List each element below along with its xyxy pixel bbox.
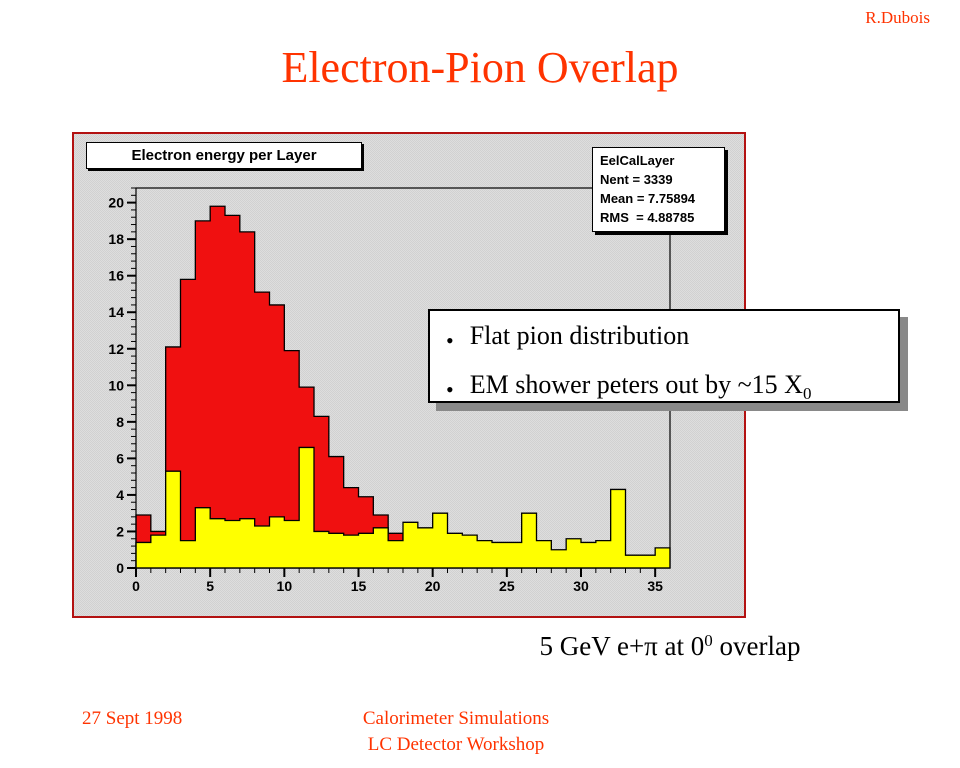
x-tick-label: 15 (351, 578, 367, 594)
callout-item: • EM shower peters out by ~15 X0 (430, 365, 898, 414)
x-tick-label: 0 (132, 578, 140, 594)
callout-text: EM shower peters out by ~15 X0 (469, 370, 812, 403)
y-tick-label: 0 (116, 560, 124, 576)
y-axis: 0 2 4 6 8 10 12 14 16 18 20 (108, 187, 136, 576)
overlap-caption: 5 GeV e+π at 00 overlap (539, 631, 801, 661)
callout-box: • Flat pion distribution • EM shower pet… (428, 309, 900, 403)
stats-rms: RMS = 4.88785 (600, 210, 695, 225)
y-tick-label: 16 (108, 268, 124, 284)
footer-date: 27 Sept 1998 (82, 708, 183, 729)
stats-box: EelCalLayer Nent = 3339 Mean = 7.75894 R… (592, 147, 725, 232)
y-tick-label: 20 (108, 195, 124, 211)
callout-text: Flat pion distribution (469, 321, 690, 350)
bullet-icon: • (446, 327, 454, 353)
x-tick-label: 35 (647, 578, 663, 594)
x-tick-label: 25 (499, 578, 515, 594)
x-tick-label: 20 (425, 578, 441, 594)
x-axis: 0 5 10 15 20 25 30 35 (132, 568, 663, 594)
stats-entries: Nent = 3339 (600, 172, 673, 187)
x-tick-label: 30 (573, 578, 589, 594)
y-tick-label: 4 (116, 487, 124, 503)
stats-histogram-name: EelCalLayer (600, 153, 675, 168)
y-tick-label: 2 (116, 523, 124, 539)
stats-mean: Mean = 7.75894 (600, 191, 696, 206)
bullet-icon: • (446, 376, 454, 402)
y-tick-label: 8 (116, 414, 124, 430)
author-name: R.Dubois (865, 8, 930, 27)
y-tick-label: 10 (108, 377, 124, 393)
plot-title-box: Electron energy per Layer (86, 142, 362, 169)
callout-item: • Flat pion distribution (430, 311, 898, 365)
y-tick-label: 12 (108, 341, 124, 357)
slide-title: Electron-Pion Overlap (281, 43, 679, 92)
x-tick-label: 10 (277, 578, 293, 594)
pion-histogram (135, 446, 671, 569)
footer-venue-line1: Calorimeter Simulations (362, 708, 550, 729)
y-tick-label: 6 (116, 450, 124, 466)
footer-venue: Calorimeter Simulations LC Detector Work… (352, 706, 560, 758)
footer-venue-line2: LC Detector Workshop (367, 734, 545, 755)
y-tick-label: 14 (108, 304, 124, 320)
plot-title-text: Electron energy per Layer (131, 147, 317, 164)
x-tick-label: 5 (206, 578, 214, 594)
y-tick-label: 18 (108, 231, 124, 247)
